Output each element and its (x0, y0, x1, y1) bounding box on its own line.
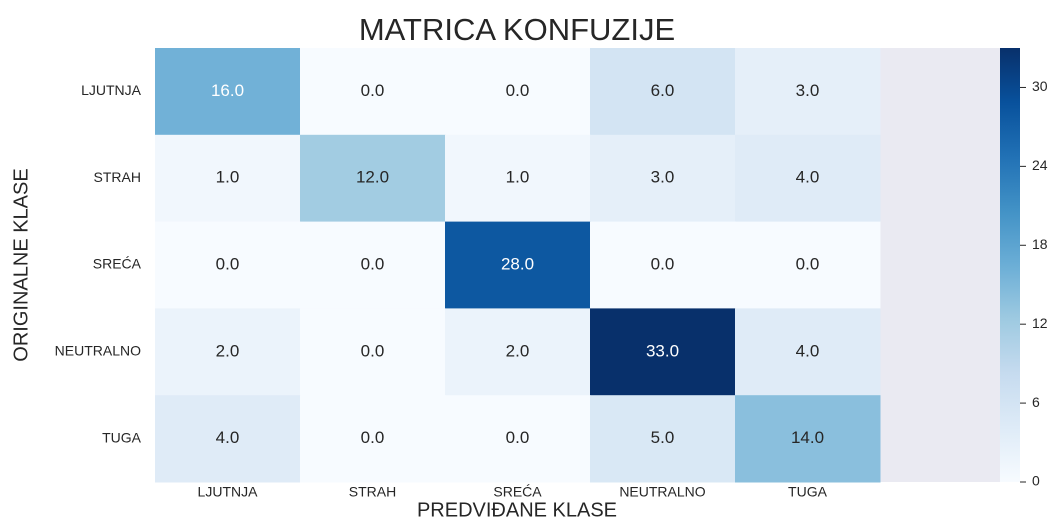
heatmap-cell (155, 48, 301, 136)
cell-label: 2.0 (506, 341, 530, 360)
y-tick-label: NEUTRALNO (55, 343, 141, 359)
y-tick-label: TUGA (102, 429, 142, 445)
heatmap-cell (735, 395, 881, 483)
heatmap-cell (590, 395, 736, 483)
heatmap-cell (735, 134, 881, 223)
heatmap-cell (445, 308, 591, 396)
cell-label: 5.0 (651, 428, 675, 447)
chart-title: MATRICA KONFUZIJE (359, 12, 675, 47)
heatmap-cell (300, 308, 446, 396)
x-axis-label: PREDVIĐANE KLASE (417, 499, 617, 521)
heatmap-cell (155, 308, 301, 396)
cell-label: 0.0 (361, 341, 385, 360)
cell-label: 6.0 (651, 81, 675, 100)
heatmap-cell (590, 221, 736, 309)
cell-label: 0.0 (796, 254, 820, 273)
cell-label: 33.0 (646, 341, 679, 360)
cell-label: 0.0 (361, 428, 385, 447)
heatmap-cell (445, 395, 591, 483)
cell-label: 3.0 (796, 81, 820, 100)
colorbar-tick-label: 24 (1032, 157, 1048, 173)
x-tick-label: TUGA (788, 484, 828, 500)
colorbar-tick-label: 30 (1032, 78, 1048, 94)
cell-label: 0.0 (506, 428, 530, 447)
cell-label: 4.0 (796, 341, 820, 360)
colorbar-tick-label: 0 (1032, 473, 1040, 489)
cell-label: 14.0 (791, 428, 824, 447)
x-tick-label: LJUTNJA (198, 484, 259, 500)
heatmap-cell (590, 134, 736, 223)
heatmap-cell (300, 395, 446, 483)
cell-label: 0.0 (651, 254, 675, 273)
x-tick-label: NEUTRALNO (619, 484, 705, 500)
heatmap-cell (300, 48, 446, 136)
cell-label: 0.0 (216, 254, 240, 273)
heatmap-cell (300, 134, 446, 223)
colorbar-tick-label: 6 (1032, 394, 1040, 410)
cell-label: 3.0 (651, 168, 675, 187)
y-axis-label: ORIGINALNE KLASE (10, 168, 32, 361)
y-tick-label: STRAH (94, 169, 141, 185)
heatmap-cell (445, 48, 591, 136)
heatmap-cell (445, 134, 591, 223)
heatmap-cell (300, 221, 446, 309)
y-tick-label: SREĆA (93, 256, 142, 272)
heatmap-cell (155, 221, 301, 309)
heatmap-cell (155, 395, 301, 483)
heatmap-cell (445, 221, 591, 309)
cell-label: 0.0 (361, 254, 385, 273)
heatmap-cell (590, 308, 736, 396)
cell-label: 0.0 (506, 81, 530, 100)
heatmap-cell (735, 48, 881, 136)
y-tick-label: LJUTNJA (81, 82, 142, 98)
x-tick-label: SREĆA (493, 484, 542, 500)
cell-label: 0.0 (361, 81, 385, 100)
colorbar (1000, 48, 1020, 482)
cell-label: 4.0 (796, 168, 820, 187)
cell-label: 12.0 (356, 168, 389, 187)
cell-label: 1.0 (216, 168, 240, 187)
heatmap-cell (735, 221, 881, 309)
heatmap-cell (735, 308, 881, 396)
axes-background (880, 48, 1018, 482)
cell-label: 16.0 (211, 81, 244, 100)
colorbar-tick-label: 18 (1032, 236, 1048, 252)
heatmap-cell (155, 134, 301, 223)
colorbar-tick-label: 12 (1032, 315, 1048, 331)
cell-label: 28.0 (501, 254, 534, 273)
x-tick-label: STRAH (349, 484, 396, 500)
heatmap-cell (590, 48, 736, 136)
cell-label: 2.0 (216, 341, 240, 360)
cell-label: 1.0 (506, 168, 530, 187)
cell-label: 4.0 (216, 428, 240, 447)
